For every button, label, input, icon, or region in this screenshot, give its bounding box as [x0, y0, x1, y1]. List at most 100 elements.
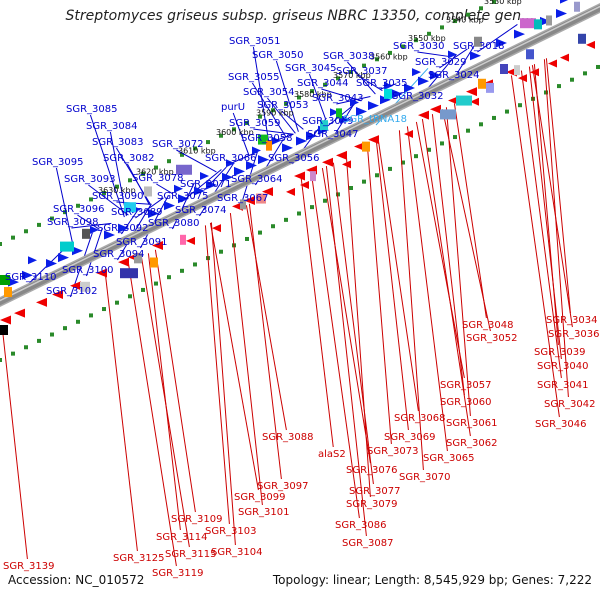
ruler-label: 3580 kbp	[294, 90, 332, 99]
reverse-gene-label: SGR_3114	[156, 532, 208, 543]
tick-dot-bottom	[453, 135, 457, 140]
forward-gene-arrow	[258, 155, 269, 165]
label-leader-line	[531, 65, 573, 328]
ruler-tick-marks	[0, 0, 600, 362]
reverse-gene-label: SGR_3088	[262, 432, 314, 443]
label-leader-line	[366, 145, 392, 445]
label-leader-line	[321, 167, 371, 464]
label-leader-line	[275, 60, 299, 132]
reverse-gene-arrow	[430, 104, 441, 114]
ruler-label: 3610 kbp	[178, 147, 216, 156]
reverse-gene-arrow	[418, 110, 429, 120]
label-leader-line	[477, 24, 518, 53]
tick-dot-bottom	[349, 186, 353, 191]
tick-dot-bottom	[388, 166, 392, 171]
reverse-gene-label: SGR_3076	[346, 465, 398, 476]
label-leader-line	[171, 182, 195, 230]
tick-dot-top	[154, 165, 158, 170]
forward-gene-arrow	[252, 146, 261, 155]
forward-gene-label: SGR_3090	[92, 191, 144, 202]
forward-gene-label: SGR_3085	[66, 104, 118, 115]
forward-gene-label: SGR_3071	[180, 179, 232, 190]
reverse-gene-arrow	[96, 268, 107, 278]
forward-gene-label: SGR_3024	[428, 70, 480, 81]
tick-dot-top	[492, 0, 496, 4]
label-leader-line	[248, 203, 282, 480]
tick-dot-top	[297, 95, 301, 100]
tick-dot-top	[167, 159, 171, 164]
forward-gene-label: SGR_3051	[229, 36, 281, 47]
tick-dot-bottom	[323, 198, 327, 203]
forward-gene-arrow	[148, 208, 159, 218]
tick-dot-bottom	[375, 173, 379, 178]
map-title: Streptomyces griseus subsp. griseus NBRC…	[65, 8, 535, 24]
tick-dot-top	[284, 101, 288, 106]
forward-gene-label: SGR_3067	[217, 193, 269, 204]
tick-dot-bottom	[102, 307, 106, 312]
forward-gene-label: SGR_3059	[229, 118, 281, 129]
tick-dot-top	[206, 140, 210, 145]
tick-dot-top	[102, 191, 106, 196]
label-leader-line	[415, 121, 465, 379]
forward-gene-arrow	[200, 172, 209, 180]
tick-dot-top	[193, 146, 197, 151]
tick-dot-bottom	[570, 77, 574, 82]
tick-dot-bottom	[141, 287, 145, 292]
forward-gene-label: SGR_3084	[86, 121, 138, 132]
forward-gene-label: SGR_3038	[323, 51, 375, 62]
forward-gene-arrow	[540, 16, 551, 26]
tick-dot-bottom	[89, 313, 93, 318]
reverse-gene-arrow	[186, 236, 195, 245]
tick-dot-bottom	[427, 147, 431, 152]
forward-feature-box	[124, 202, 136, 213]
forward-gene-label: SGR_3064	[231, 174, 283, 185]
tick-dot-bottom	[505, 109, 509, 114]
forward-gene-arrow	[206, 180, 217, 190]
tick-dot-bottom	[154, 281, 158, 286]
reverse-gene-arrow	[152, 241, 163, 251]
tick-dot-bottom	[310, 205, 314, 210]
label-leader-line	[251, 82, 287, 138]
tick-dot-top	[180, 152, 184, 157]
reverse-gene-label: SGR_3109	[171, 514, 223, 525]
tick-dot-top	[63, 210, 67, 215]
forward-gene-arrow	[430, 70, 441, 80]
reverse-gene-label: SGR_3057	[440, 380, 492, 391]
reverse-feature-box	[478, 78, 486, 89]
reverse-gene-arrow	[294, 171, 305, 181]
forward-feature-box	[546, 15, 552, 26]
reverse-gene-arrow	[286, 187, 295, 196]
reverse-feature-box	[256, 193, 266, 204]
tick-dot-bottom	[518, 103, 522, 108]
forward-gene-arrow	[8, 277, 19, 287]
tick-dot-top	[440, 25, 444, 30]
tick-dot-bottom	[37, 338, 41, 343]
tick-dot-bottom	[50, 332, 54, 337]
label-leader-line	[204, 225, 230, 525]
tick-dot-top	[50, 216, 54, 221]
label-leader-line	[127, 263, 177, 567]
label-leader-line	[325, 166, 367, 537]
tick-dot-bottom	[63, 326, 67, 331]
reverse-gene-label: SGR_3079	[346, 499, 398, 510]
forward-gene-arrow	[404, 83, 415, 93]
ruler-label: 3590 kbp	[256, 109, 294, 118]
tick-dot-bottom	[258, 230, 262, 235]
forward-gene-label: purU	[221, 102, 245, 113]
reverse-gene-arrow	[404, 130, 413, 139]
forward-gene-arrow	[470, 51, 481, 61]
reverse-gene-arrow	[0, 315, 11, 325]
tick-dot-top	[479, 6, 483, 11]
reverse-gene-label: SGR_3086	[335, 520, 387, 531]
backbone-highlight	[0, 5, 600, 302]
reverse-feature-box	[134, 253, 142, 264]
forward-gene-label: SGR_3074	[175, 205, 227, 216]
tick-dot-bottom	[193, 262, 197, 267]
label-leader-line	[245, 205, 287, 431]
reverse-gene-arrow	[368, 135, 379, 145]
forward-gene-arrow	[118, 223, 129, 233]
forward-feature-box	[176, 164, 192, 175]
reverse-gene-arrow	[518, 74, 527, 83]
label-leader-line	[510, 75, 560, 418]
reverse-feature-box	[362, 141, 370, 152]
